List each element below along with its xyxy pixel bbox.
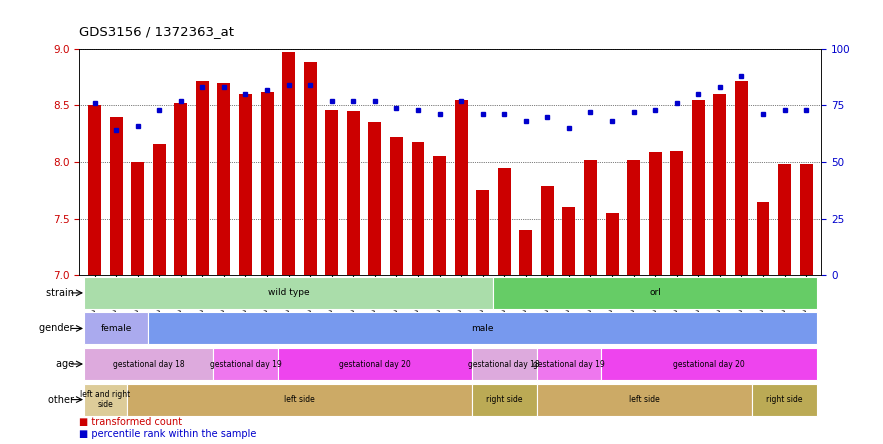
- Bar: [455, 100, 468, 275]
- Bar: [584, 160, 597, 275]
- Bar: [325, 110, 338, 275]
- Bar: [239, 94, 252, 275]
- Bar: [88, 105, 101, 275]
- Bar: [670, 151, 683, 275]
- Text: orl: orl: [649, 289, 661, 297]
- Bar: [433, 156, 446, 275]
- Bar: [649, 152, 661, 275]
- Bar: [390, 137, 403, 275]
- Text: right side: right side: [486, 395, 523, 404]
- Text: left side: left side: [284, 395, 314, 404]
- Bar: [127, 384, 472, 416]
- Text: GDS3156 / 1372363_at: GDS3156 / 1372363_at: [79, 25, 235, 38]
- Bar: [217, 83, 230, 275]
- Bar: [84, 384, 127, 416]
- Bar: [498, 168, 510, 275]
- Bar: [541, 186, 554, 275]
- Bar: [691, 100, 705, 275]
- Bar: [752, 384, 817, 416]
- Bar: [562, 207, 576, 275]
- Bar: [800, 164, 812, 275]
- Bar: [283, 52, 295, 275]
- Text: gestational day 20: gestational day 20: [673, 360, 745, 369]
- Bar: [606, 213, 618, 275]
- Bar: [537, 348, 601, 380]
- Bar: [735, 80, 748, 275]
- Bar: [537, 384, 752, 416]
- Bar: [368, 123, 381, 275]
- Text: gestational day 18: gestational day 18: [113, 360, 185, 369]
- Text: gender: gender: [39, 324, 77, 333]
- Bar: [472, 348, 537, 380]
- Text: wild type: wild type: [268, 289, 309, 297]
- Bar: [109, 117, 123, 275]
- Text: gestational day 18: gestational day 18: [468, 360, 540, 369]
- Bar: [213, 348, 278, 380]
- Bar: [304, 63, 317, 275]
- Bar: [472, 384, 537, 416]
- Text: other: other: [48, 395, 77, 404]
- Text: female: female: [101, 324, 132, 333]
- Bar: [347, 111, 359, 275]
- Bar: [196, 80, 209, 275]
- Text: male: male: [472, 324, 494, 333]
- Bar: [84, 277, 494, 309]
- Bar: [627, 160, 640, 275]
- Text: strain: strain: [46, 288, 77, 298]
- Text: gestational day 19: gestational day 19: [209, 360, 282, 369]
- Bar: [84, 313, 148, 345]
- Bar: [713, 94, 727, 275]
- Bar: [411, 142, 425, 275]
- Bar: [132, 162, 144, 275]
- Bar: [757, 202, 769, 275]
- Bar: [174, 103, 187, 275]
- Text: ■ transformed count: ■ transformed count: [79, 417, 183, 427]
- Bar: [778, 164, 791, 275]
- Bar: [494, 277, 817, 309]
- Bar: [519, 230, 532, 275]
- Bar: [84, 348, 213, 380]
- Bar: [476, 190, 489, 275]
- Text: age: age: [56, 359, 77, 369]
- Bar: [278, 348, 472, 380]
- Text: ■ percentile rank within the sample: ■ percentile rank within the sample: [79, 428, 257, 439]
- Bar: [260, 92, 274, 275]
- Text: gestational day 20: gestational day 20: [339, 360, 411, 369]
- Text: gestational day 19: gestational day 19: [533, 360, 605, 369]
- Text: left side: left side: [629, 395, 660, 404]
- Bar: [601, 348, 817, 380]
- Text: left and right
side: left and right side: [80, 390, 131, 409]
- Bar: [153, 144, 166, 275]
- Text: right side: right side: [766, 395, 803, 404]
